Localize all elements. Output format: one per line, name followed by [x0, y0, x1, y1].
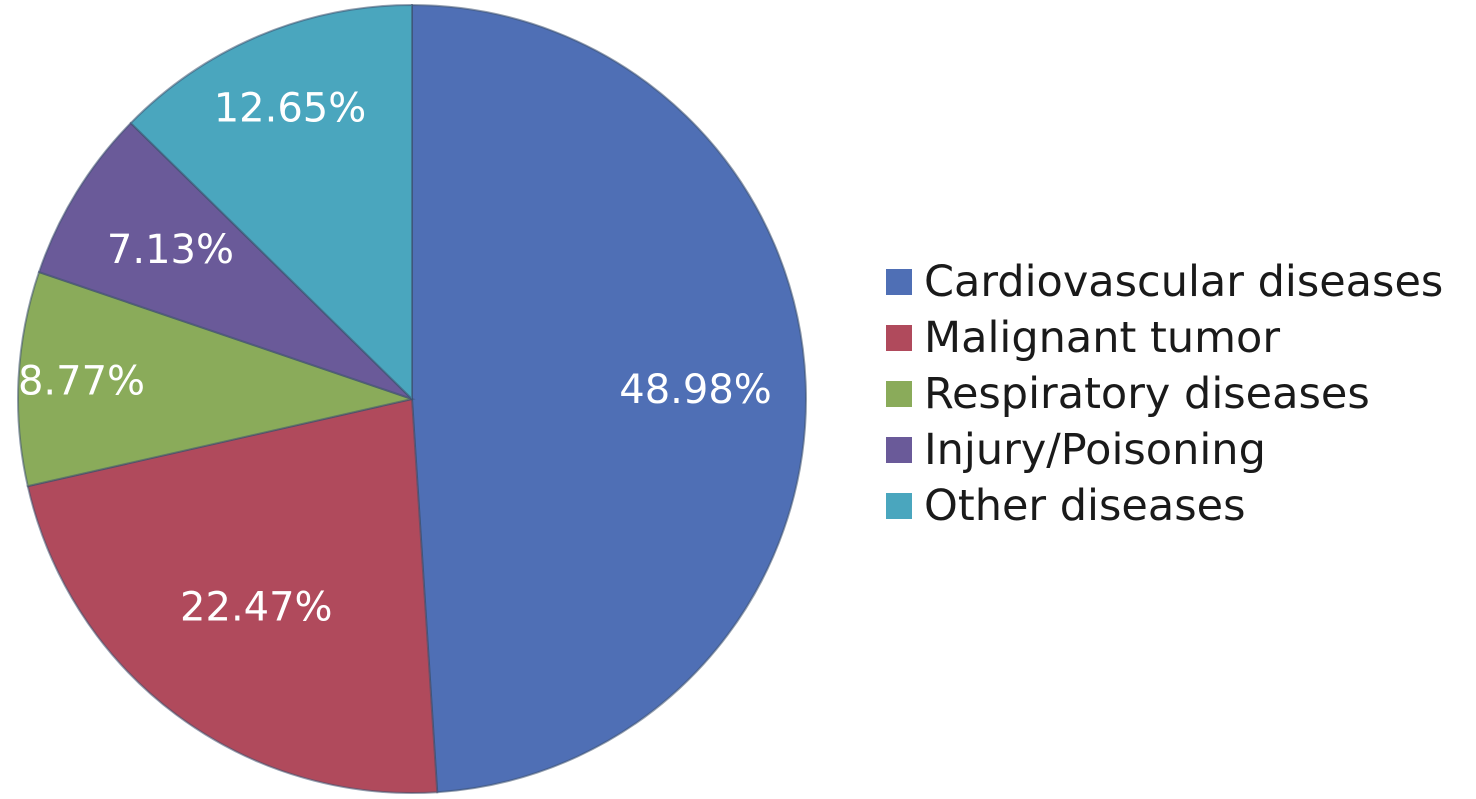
- legend-swatch: [886, 381, 912, 407]
- legend-item-cardiovascular: Cardiovascular diseases: [886, 254, 1466, 310]
- pie-slice-cardiovascular: [411, 3, 807, 794]
- data-label-other-diseases: 12.65%: [214, 85, 367, 131]
- data-label-cardiovascular: 48.98%: [619, 367, 772, 413]
- legend-item-respiratory: Respiratory diseases: [886, 366, 1466, 422]
- data-label-respiratory: 8.77%: [18, 359, 145, 405]
- pie-slice-other-diseases: [129, 3, 413, 402]
- legend-label: Injury/Poisoning: [924, 425, 1266, 475]
- legend-swatch: [886, 325, 912, 351]
- legend-swatch: [886, 493, 912, 519]
- legend: Cardiovascular diseases Malignant tumor …: [886, 254, 1466, 534]
- pie-slice-respiratory: [17, 270, 416, 488]
- legend-label: Cardiovascular diseases: [924, 257, 1444, 307]
- legend-label: Malignant tumor: [924, 313, 1281, 363]
- legend-item-malignant-tumor: Malignant tumor: [886, 310, 1466, 366]
- pie-slices: [17, 3, 807, 794]
- legend-swatch: [886, 269, 912, 295]
- pie-slice-malignant-tumor: [26, 397, 439, 794]
- legend-item-injury-poisoning: Injury/Poisoning: [886, 422, 1466, 478]
- legend-item-other-diseases: Other diseases: [886, 478, 1466, 534]
- pie-slice-injury-poisoning: [37, 121, 413, 400]
- data-label-malignant-tumor: 22.47%: [180, 584, 333, 630]
- data-label-injury-poisoning: 7.13%: [107, 227, 234, 273]
- legend-swatch: [886, 437, 912, 463]
- pie-data-labels: 48.98% 22.47% 8.77% 7.13% 12.65%: [18, 85, 772, 630]
- legend-label: Respiratory diseases: [924, 369, 1370, 419]
- legend-label: Other diseases: [924, 481, 1246, 531]
